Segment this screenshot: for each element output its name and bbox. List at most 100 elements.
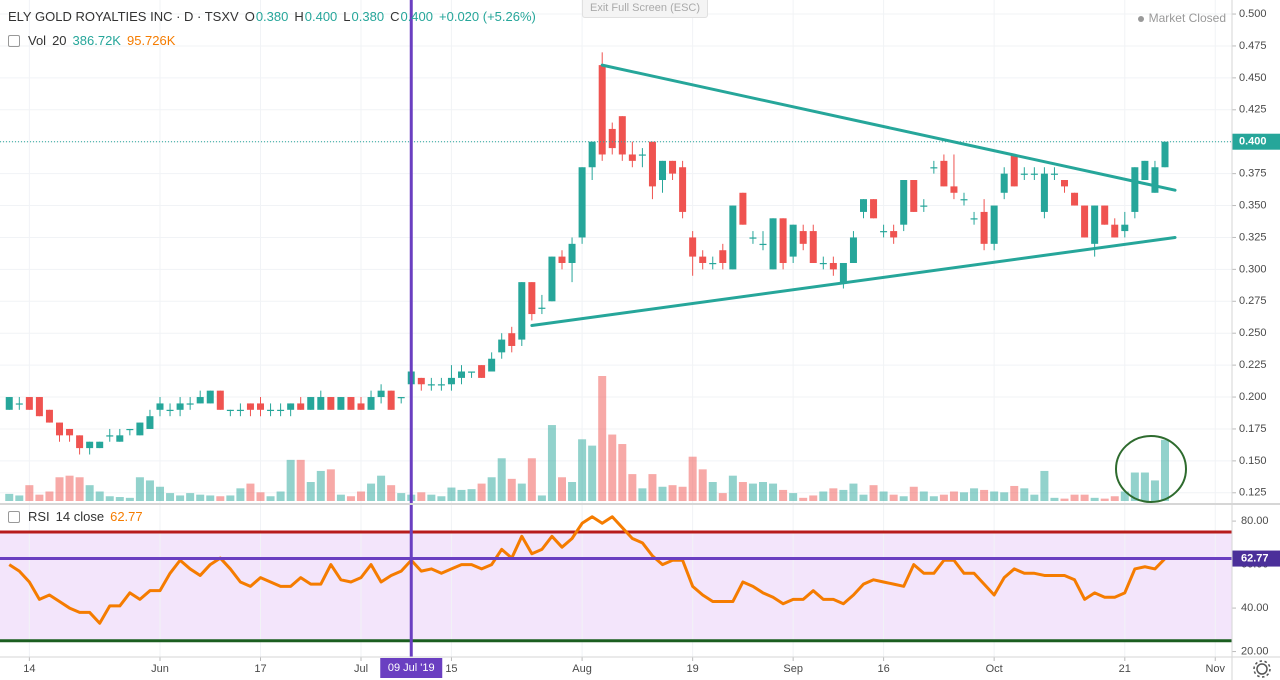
collapse-icon[interactable] xyxy=(8,510,20,523)
candle-body xyxy=(618,116,626,155)
ohlc-name: H xyxy=(294,9,304,24)
volume-bar xyxy=(75,477,84,501)
candle-body xyxy=(246,403,254,410)
candle-body xyxy=(588,141,596,168)
volume-bar xyxy=(1161,439,1169,501)
candle-body xyxy=(377,390,385,398)
volume-bar xyxy=(377,475,386,501)
candle-body xyxy=(1151,167,1159,193)
volume-bar xyxy=(889,494,898,501)
volume-bar xyxy=(55,477,64,501)
candle-body xyxy=(699,256,707,263)
exit-fullscreen-button[interactable]: Exit Full Screen (ESC) xyxy=(582,0,708,18)
candle-body xyxy=(257,403,264,410)
volume-bar xyxy=(236,488,245,501)
volume-bar xyxy=(678,486,687,501)
volume-bar xyxy=(1040,470,1049,501)
candle-body xyxy=(196,397,204,404)
candle-body xyxy=(548,256,556,302)
candle-body xyxy=(176,403,184,410)
volume-bar xyxy=(15,495,24,501)
candle-body xyxy=(337,397,345,410)
symbol-title: ELY GOLD ROYALTIES INC · D · TSXV xyxy=(8,9,239,24)
candle-body xyxy=(458,371,465,378)
market-status: Market Closed xyxy=(1138,11,1226,25)
volume-bar xyxy=(568,482,577,501)
volume-bar xyxy=(517,483,526,501)
volume-bar xyxy=(1090,497,1099,501)
volume-bar xyxy=(819,491,828,501)
volume-bar xyxy=(718,493,727,501)
candle-body xyxy=(940,160,948,187)
volume-bar xyxy=(25,485,34,501)
candle-body xyxy=(659,160,666,181)
candle-body xyxy=(679,167,687,212)
volume-bar xyxy=(367,483,376,501)
volume-bar xyxy=(578,439,587,501)
candle-body xyxy=(427,384,435,386)
candle-body xyxy=(397,397,405,399)
candle-body xyxy=(1121,224,1129,232)
candle-body xyxy=(870,199,878,219)
rsi-value-label: 62.77 xyxy=(1241,552,1269,564)
volume-bar xyxy=(527,458,536,501)
candle-body xyxy=(287,403,295,410)
rsi-tick-label: 80.00 xyxy=(1241,515,1269,527)
candle-body xyxy=(980,211,988,244)
ohlc-value: 0.400 xyxy=(400,9,434,24)
main-legend: ELY GOLD ROYALTIES INC · D · TSXV O 0.380… xyxy=(8,9,536,24)
volume-bar xyxy=(1100,498,1109,501)
candle-body xyxy=(538,307,546,309)
volume-bar xyxy=(648,474,657,501)
x-tick-label: Oct xyxy=(986,663,1003,675)
volume-bar xyxy=(769,483,778,501)
candle-body xyxy=(518,282,526,340)
candle-body xyxy=(1111,224,1119,238)
crosshair-date-badge xyxy=(380,658,443,678)
collapse-icon[interactable] xyxy=(8,34,20,47)
candle-body xyxy=(156,403,164,410)
candle-body xyxy=(960,199,968,201)
y-tick-label: 0.175 xyxy=(1239,423,1267,435)
candle-body xyxy=(307,397,315,410)
candle-body xyxy=(1020,173,1028,175)
candle-body xyxy=(297,403,305,410)
candle-body xyxy=(478,365,486,378)
volume-bar xyxy=(688,456,697,501)
change: +0.020 (+5.26%) xyxy=(439,9,536,24)
y-tick-label: 0.325 xyxy=(1239,231,1267,243)
settings-icon[interactable] xyxy=(1253,660,1271,678)
trendline xyxy=(530,235,1177,328)
volume-bar xyxy=(799,497,808,501)
candle-body xyxy=(799,231,807,244)
volume-bar xyxy=(176,495,185,501)
candle-body xyxy=(920,205,928,207)
volume-bar xyxy=(196,494,205,501)
volume-bar xyxy=(1110,496,1119,501)
rsi-legend: RSI 14 close 62.77 xyxy=(8,509,143,524)
volume-bar xyxy=(1140,472,1149,501)
volume-bar xyxy=(226,495,235,501)
candle-body xyxy=(317,397,325,410)
ohlc-value: 0.400 xyxy=(304,9,338,24)
volume-bar xyxy=(628,474,637,501)
candle-body xyxy=(779,218,787,263)
volume-bar xyxy=(95,491,104,501)
x-tick-label: 21 xyxy=(1119,663,1131,675)
volume-bar xyxy=(286,459,295,501)
volume-bar xyxy=(1120,491,1129,501)
volume-bar xyxy=(738,482,747,501)
volume-bar xyxy=(879,491,888,501)
volume-bar xyxy=(929,496,938,501)
x-tick-label: 19 xyxy=(687,663,699,675)
candle-body xyxy=(1040,173,1048,212)
candle-body xyxy=(719,250,727,263)
volume-bar xyxy=(949,491,958,501)
candle-body xyxy=(970,218,978,220)
candle-body xyxy=(829,262,837,270)
candle-body xyxy=(267,409,275,412)
volume-bar xyxy=(960,492,968,501)
volume-bar xyxy=(186,493,195,501)
